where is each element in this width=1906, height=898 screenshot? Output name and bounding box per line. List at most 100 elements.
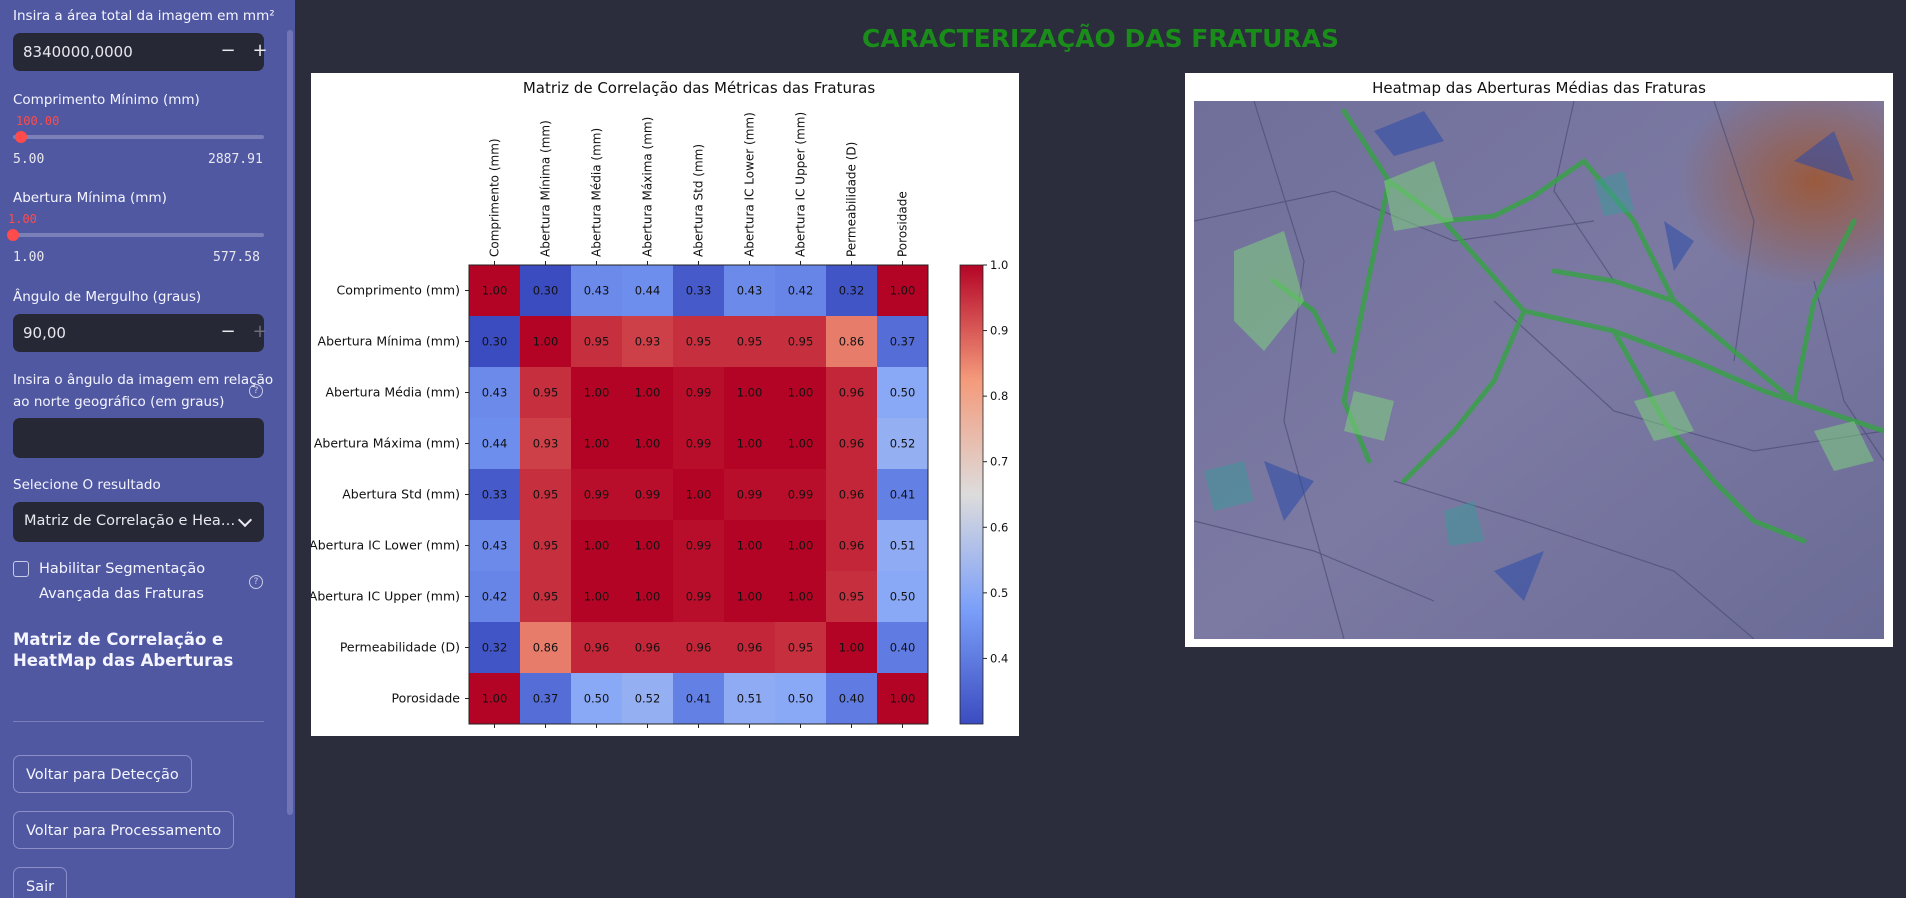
colorbar-tick-label: 0.4 (990, 651, 1008, 665)
heatmap-cell (571, 316, 622, 367)
heatmap-cell-value: 0.95 (839, 590, 865, 604)
heatmap-cell-value: 1.00 (482, 692, 508, 706)
heatmap-cell-value: 0.96 (839, 539, 865, 553)
heatmap-cell-value: 0.95 (788, 641, 814, 655)
heatmap-cell (775, 316, 826, 367)
heatmap-cell (673, 520, 724, 571)
heatmap-cell (775, 265, 826, 316)
heatmap-cell-value: 0.86 (839, 335, 865, 349)
heatmap-cell-value: 0.95 (533, 386, 559, 400)
advanced-segmentation-checkbox[interactable] (13, 561, 29, 577)
heatmap-cell-value: 0.95 (533, 539, 559, 553)
heatmap-cell-value: 0.96 (635, 641, 661, 655)
north-label-line2: ao norte geográfico (em graus) (13, 394, 225, 410)
heatmap-cell-value: 0.32 (839, 284, 865, 298)
heatmap-cell (877, 622, 928, 673)
back-to-detection-button[interactable]: Voltar para Detecção (13, 755, 192, 793)
heatmap-column-label: Abertura Média (mm) (590, 128, 604, 257)
heatmap-cell-value: 0.95 (533, 590, 559, 604)
heatmap-cell-value: 0.99 (584, 488, 610, 502)
area-increment-button[interactable]: + (252, 40, 268, 61)
heatmap-cell (877, 571, 928, 622)
heatmap-cell-value: 1.00 (584, 539, 610, 553)
heatmap-cell-value: 0.93 (533, 437, 559, 451)
area-input[interactable]: 8340000,0000 − + (13, 33, 268, 71)
heatmap-cell-value: 0.96 (839, 386, 865, 400)
heatmap-cell (469, 673, 520, 724)
heatmap-cell (826, 418, 877, 469)
abert-slider-min: 1.00 (13, 250, 45, 265)
heatmap-cell-value: 1.00 (890, 284, 916, 298)
heatmap-cell-value: 0.95 (788, 335, 814, 349)
comp-slider-thumb[interactable] (15, 131, 28, 143)
section-title: Matriz de Correlação e HeatMap das Abert… (13, 630, 234, 670)
comp-slider-track[interactable] (13, 135, 264, 139)
heatmap-column-label: Abertura IC Lower (mm) (743, 112, 757, 257)
north-label-line1: Insira o ângulo da imagem em relação (13, 372, 274, 388)
heatmap-cell-value: 1.00 (839, 641, 865, 655)
heatmap-cell-value: 0.99 (635, 488, 661, 502)
heatmap-cell-value: 0.43 (584, 284, 610, 298)
heatmap-cell (622, 673, 673, 724)
help-icon[interactable]: ? (249, 384, 263, 398)
heatmap-cell (673, 265, 724, 316)
heatmap-row-label: Abertura Std (mm) (342, 487, 460, 502)
heatmap-cell-value: 0.51 (737, 692, 763, 706)
heatmap-cell-value: 0.86 (533, 641, 559, 655)
heatmap-cell (469, 265, 520, 316)
area-value[interactable]: 8340000,0000 (23, 43, 133, 61)
heatmap-cell (571, 520, 622, 571)
help-icon[interactable]: ? (249, 575, 263, 589)
heatmap-cell (775, 622, 826, 673)
heatmap-row-label: Abertura IC Lower (mm) (311, 538, 460, 553)
area-decrement-button[interactable]: − (220, 40, 236, 61)
correlation-matrix-panel: Matriz de Correlação das Métricas das Fr… (311, 73, 1019, 736)
heatmap-cell (622, 265, 673, 316)
heatmap-cell-value: 0.30 (533, 284, 559, 298)
dip-increment-button[interactable]: + (252, 321, 268, 342)
divider (13, 721, 264, 722)
heatmap-cell (469, 622, 520, 673)
heatmap-cell (571, 418, 622, 469)
heatmap-cell-value: 0.96 (584, 641, 610, 655)
heatmap-cell-value: 0.99 (686, 437, 712, 451)
north-input[interactable] (13, 418, 264, 458)
heatmap-cell-value: 0.41 (890, 488, 916, 502)
comp-slider-value: 100.00 (16, 114, 60, 128)
heatmap-cell (877, 418, 928, 469)
result-select[interactable]: Matriz de Correlação e Hea… (13, 502, 264, 542)
abert-slider-track[interactable] (13, 233, 264, 237)
abert-slider-thumb[interactable] (7, 229, 19, 241)
heatmap-cell (724, 469, 775, 520)
heatmap-cell (520, 316, 571, 367)
dip-input[interactable]: 90,00 − + (13, 314, 268, 352)
colorbar-tick-label: 1.0 (990, 258, 1008, 272)
heatmap-cell-value: 1.00 (686, 488, 712, 502)
heatmap-cell-value: 1.00 (788, 590, 814, 604)
heatmap-cell (826, 469, 877, 520)
heatmap-cell-value: 0.93 (635, 335, 661, 349)
heatmap-cell-value: 0.95 (686, 335, 712, 349)
sidebar-scrollbar[interactable] (287, 30, 293, 815)
heatmap-cell-value: 1.00 (584, 590, 610, 604)
heatmap-cell (775, 520, 826, 571)
heatmap-cell (775, 571, 826, 622)
back-to-processing-button[interactable]: Voltar para Processamento (13, 811, 235, 849)
heatmap-cell-value: 1.00 (737, 590, 763, 604)
result-select-value: Matriz de Correlação e Hea… (24, 513, 236, 529)
heatmap-cell (877, 367, 928, 418)
heatmap-cell-value: 0.99 (686, 590, 712, 604)
area-label: Insira a área total da imagem em mm² (13, 8, 275, 24)
heatmap-cell-value: 0.96 (686, 641, 712, 655)
heatmap-cell (673, 673, 724, 724)
heatmap-cell (877, 469, 928, 520)
heatmap-cell (520, 265, 571, 316)
heatmap-cell (520, 469, 571, 520)
checkbox-label-line2: Avançada das Fraturas (39, 586, 204, 602)
exit-button[interactable]: Sair (13, 867, 68, 898)
heatmap-cell (826, 622, 877, 673)
heatmap-cell-value: 1.00 (482, 284, 508, 298)
dip-value[interactable]: 90,00 (23, 324, 66, 342)
heatmap-cell (775, 367, 826, 418)
dip-decrement-button[interactable]: − (220, 321, 236, 342)
